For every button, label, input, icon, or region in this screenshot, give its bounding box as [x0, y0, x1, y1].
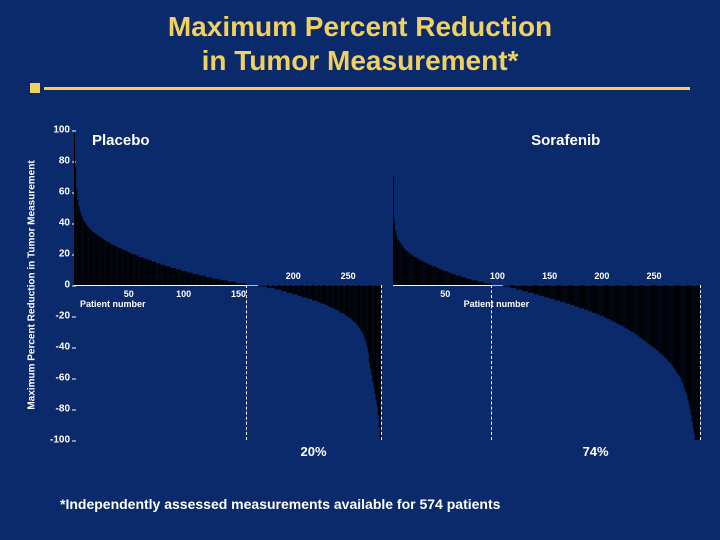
responder-percent: 20% [301, 444, 327, 459]
chart-panel: 50100150200250PlaceboPatient number20% [74, 130, 381, 440]
title-rule [30, 83, 690, 93]
y-tick: -60 [56, 373, 70, 384]
y-axis-label: Maximum Percent Reduction in Tumor Measu… [27, 160, 38, 409]
y-tick: -80 [56, 404, 70, 415]
reference-line [700, 285, 701, 440]
chart-panel: 50100150200250SorafenibPatient number74% [393, 130, 700, 440]
responder-percent: 74% [583, 444, 609, 459]
rule-line [44, 87, 690, 90]
slide: Maximum Percent Reduction in Tumor Measu… [0, 0, 720, 540]
title-line-1: Maximum Percent Reduction [168, 11, 552, 42]
x-tick: 200 [286, 271, 301, 281]
y-tick: -20 [56, 311, 70, 322]
x-tick: 150 [231, 289, 246, 299]
reference-line [246, 285, 247, 440]
y-tick: -100 [50, 435, 70, 446]
title-line-2: in Tumor Measurement* [202, 45, 519, 76]
bars [393, 130, 700, 440]
x-axis-label: Patient number [80, 299, 146, 309]
panel-title: Placebo [92, 132, 150, 149]
reference-line [381, 285, 382, 440]
x-tick: 50 [440, 289, 450, 299]
slide-title: Maximum Percent Reduction in Tumor Measu… [0, 0, 720, 77]
reference-line [491, 285, 492, 440]
y-tick: 100 [53, 125, 70, 136]
x-tick: 100 [176, 289, 191, 299]
rule-square-icon [30, 83, 40, 93]
bars [74, 130, 381, 440]
x-tick: 200 [594, 271, 609, 281]
x-tick: 150 [542, 271, 557, 281]
x-axis-label: Patient number [464, 299, 530, 309]
x-tick: 250 [647, 271, 662, 281]
x-tick: 50 [124, 289, 134, 299]
y-tick: 60 [59, 187, 70, 198]
footnote: *Independently assessed measurements ava… [60, 496, 500, 512]
waterfall-chart: Maximum Percent Reduction in Tumor Measu… [40, 130, 700, 440]
x-tick: 100 [490, 271, 505, 281]
y-tick: 80 [59, 156, 70, 167]
y-tick: -40 [56, 342, 70, 353]
y-tick: 40 [59, 218, 70, 229]
y-axis-ticks: 100806040200-20-40-60-80-100 [40, 130, 70, 440]
y-tick: 0 [64, 280, 70, 291]
panel-title: Sorafenib [531, 132, 600, 149]
y-tick: 20 [59, 249, 70, 260]
x-tick: 250 [341, 271, 356, 281]
plot-area: 50100150200250PlaceboPatient number20%50… [74, 130, 700, 440]
